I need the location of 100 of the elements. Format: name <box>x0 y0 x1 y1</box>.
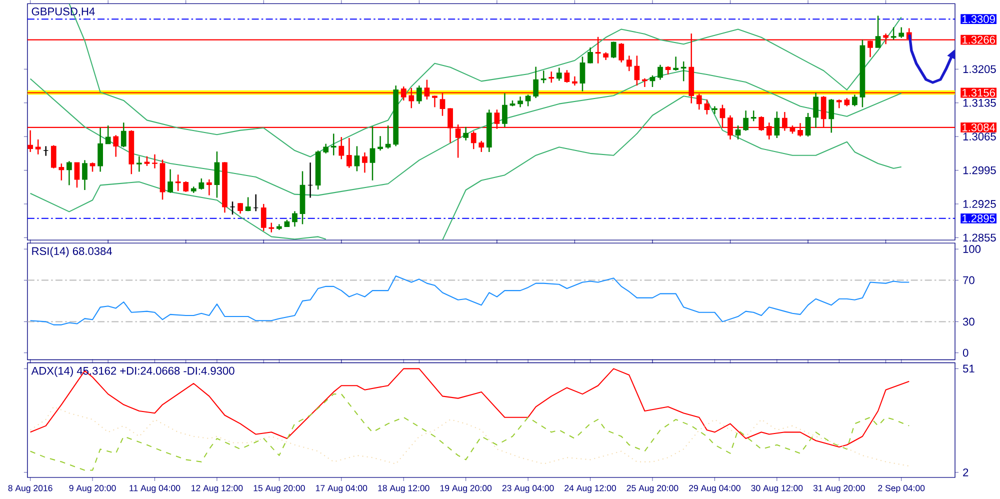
candlestick <box>813 92 818 128</box>
candlestick <box>588 46 593 64</box>
candlestick <box>502 92 508 128</box>
y-tick-label: 1.2925 <box>963 200 996 208</box>
candlestick <box>168 168 173 194</box>
candlestick <box>35 138 41 155</box>
candlestick <box>580 56 586 92</box>
candlestick <box>338 136 344 160</box>
candlestick <box>564 69 570 84</box>
candlestick <box>478 140 484 152</box>
y-tick-label: 51 <box>962 364 974 372</box>
candlestick <box>66 160 72 186</box>
candlestick <box>875 14 881 48</box>
ref-line-label: 1.3266 <box>962 36 995 44</box>
candlestick <box>144 156 150 166</box>
candlestick <box>113 134 119 158</box>
candlestick <box>650 74 656 88</box>
x-tick-label: 8 Aug 2016 <box>8 484 52 493</box>
candlestick <box>642 78 648 88</box>
candlestick <box>774 110 780 138</box>
x-tick-label: 2 Sep 04:00 <box>878 484 925 493</box>
candlestick <box>743 110 748 132</box>
y-tick-label: 1.2855 <box>963 234 996 242</box>
line-series <box>30 181 326 240</box>
candlestick <box>735 124 741 140</box>
candlestick <box>292 210 298 228</box>
candlestick <box>385 124 391 150</box>
candlestick <box>136 156 142 172</box>
candlestick <box>540 70 546 84</box>
line-series <box>442 95 902 240</box>
y-tick-label: 2 <box>963 468 968 476</box>
candlestick <box>525 94 531 107</box>
candlestick <box>253 194 259 212</box>
ref-line-label: 1.3309 <box>962 14 995 23</box>
candlestick <box>175 174 181 192</box>
candlestick <box>198 178 204 190</box>
y-tick-label: 70 <box>963 276 974 284</box>
x-tick-label: 17 Aug 04:00 <box>316 484 368 493</box>
candlestick <box>704 98 710 115</box>
candlestick <box>370 126 376 181</box>
x-tick-label: 31 Aug 20:00 <box>813 484 865 493</box>
x-tick-label: 12 Aug 12:00 <box>192 484 243 493</box>
x-tick-label: 18 Aug 12:00 <box>378 484 430 493</box>
candlestick <box>308 162 313 198</box>
candlestick <box>470 130 476 150</box>
candlestick <box>898 26 904 38</box>
ref-line-label: 1.3156 <box>962 88 995 96</box>
chart-title: ADX(14) 45.3162 +DI:24.0668 -DI:4.9300 <box>31 366 234 377</box>
y-tick-label: 0 <box>962 348 968 357</box>
line-series <box>30 393 910 471</box>
x-tick-label: 29 Aug 04:00 <box>689 484 740 493</box>
candlestick <box>74 162 80 188</box>
x-tick-label: 24 Aug 12:00 <box>564 484 616 493</box>
candlestick <box>890 26 896 40</box>
candlestick <box>323 142 329 154</box>
candlestick <box>852 94 858 107</box>
candlestick <box>556 66 562 82</box>
candlestick <box>634 54 640 86</box>
candlestick <box>50 144 56 169</box>
candlestick <box>572 76 578 86</box>
candlestick <box>828 98 834 134</box>
ref-line-label: 1.2895 <box>962 214 995 222</box>
candlestick <box>214 150 220 198</box>
candlestick <box>626 54 632 72</box>
candlestick <box>260 203 266 232</box>
candlestick <box>105 124 111 144</box>
candlestick <box>463 126 469 141</box>
x-tick-label: 23 Aug 04:00 <box>502 484 554 493</box>
candlestick <box>28 130 33 152</box>
candlestick <box>548 70 554 84</box>
candlestick <box>673 56 678 72</box>
chart-title: RSI(14) 68.0384 <box>32 246 112 258</box>
x-tick-label: 9 Aug 20:00 <box>69 484 116 493</box>
line-series <box>30 368 910 448</box>
candlestick <box>82 159 88 190</box>
candlestick <box>416 84 422 104</box>
candlestick <box>680 60 686 82</box>
x-tick-label: 11 Aug 04:00 <box>130 484 180 493</box>
candlestick <box>206 178 212 196</box>
line-series <box>30 70 902 196</box>
candlestick <box>618 42 624 63</box>
y-tick-label: 30 <box>962 318 974 326</box>
line-series <box>30 406 910 466</box>
candlestick <box>183 180 189 192</box>
y-tick-label: 1.2995 <box>963 166 996 174</box>
candlestick <box>378 135 383 151</box>
candlestick <box>750 110 756 122</box>
y-tick-label: 100 <box>963 244 981 253</box>
candlestick <box>518 96 523 108</box>
x-tick-label: 15 Aug 20:00 <box>254 484 305 493</box>
candlestick <box>152 154 158 169</box>
candlestick <box>268 222 274 233</box>
candlestick <box>245 196 251 212</box>
candlestick <box>90 162 96 172</box>
x-tick-label: 25 Aug 20:00 <box>626 484 678 493</box>
candlestick <box>712 105 718 114</box>
ref-line-label: 1.3084 <box>962 123 996 132</box>
candlestick <box>610 40 616 59</box>
candlestick <box>58 162 64 181</box>
y-tick-label: 1.3205 <box>963 65 996 73</box>
